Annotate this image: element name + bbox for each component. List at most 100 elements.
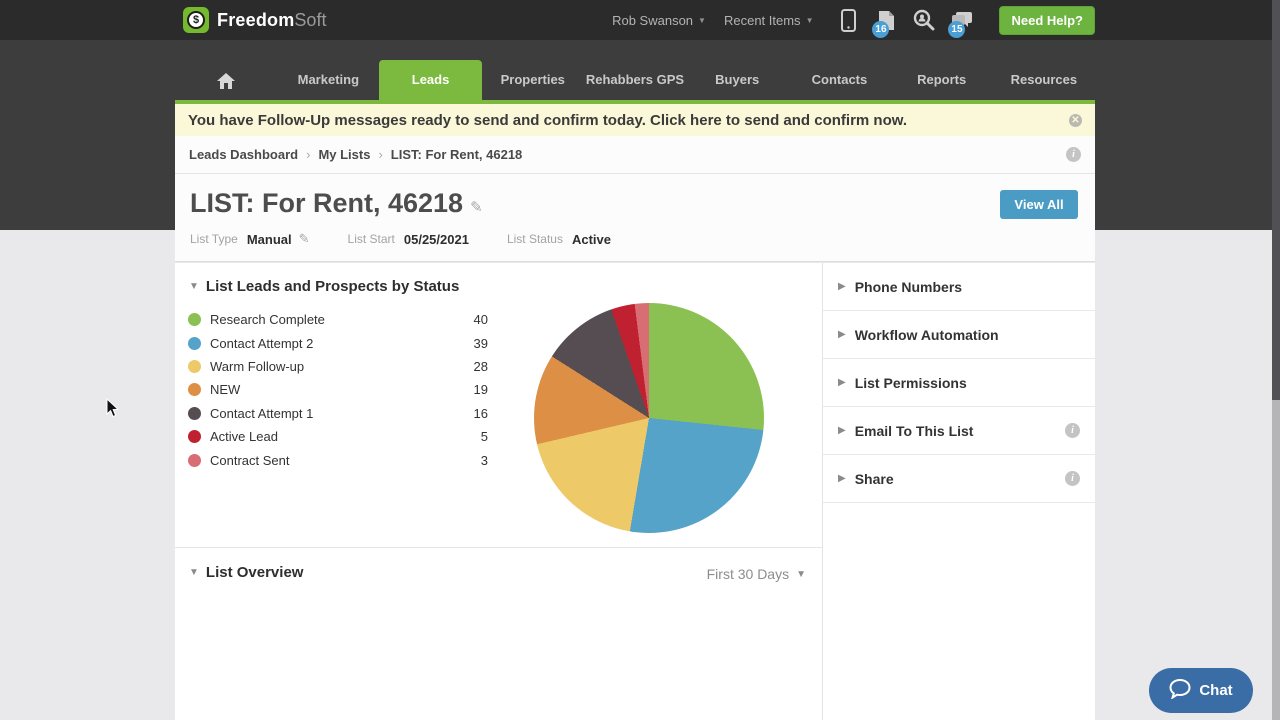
- nav-leads[interactable]: Leads: [379, 60, 482, 100]
- legend-value: 28: [473, 358, 488, 374]
- chevron-right-icon: ▶: [838, 377, 846, 388]
- legend-label: Research Complete: [210, 312, 325, 328]
- top-header-bar: $ FreedomSoft Rob Swanson ▼ Recent Items…: [0, 0, 1280, 40]
- legend-row[interactable]: Warm Follow-up 28: [188, 355, 488, 378]
- list-status-label: List Status: [506, 232, 563, 246]
- legend-value: 39: [473, 335, 488, 351]
- nav-accent-line: [175, 100, 1095, 104]
- page-title: LIST: For Rent, 46218 ✎: [190, 188, 483, 219]
- status-section-header[interactable]: ▼ List Leads and Prospects by Status: [189, 278, 459, 295]
- brand-name: FreedomSoft: [217, 10, 326, 31]
- logo-dollar-glyph: $: [187, 11, 205, 29]
- overview-range-dropdown[interactable]: First 30 Days ▼: [707, 566, 806, 582]
- chat-button-label: Chat: [1199, 682, 1233, 699]
- breadcrumb-leads-dashboard[interactable]: Leads Dashboard: [189, 147, 299, 162]
- info-icon[interactable]: i: [1065, 471, 1080, 486]
- nav-properties[interactable]: Properties: [500, 72, 565, 87]
- legend-value: 19: [473, 382, 488, 398]
- legend-row[interactable]: Contact Attempt 1 16: [188, 402, 488, 425]
- scrollbar-thumb[interactable]: [1272, 0, 1280, 400]
- edit-list-type-pencil-icon[interactable]: ✎: [298, 231, 310, 246]
- list-tools-sidebar: ▶ Phone Numbers ▶ Workflow Automation ▶ …: [822, 263, 1095, 720]
- brand-name-bold: Freedom: [217, 9, 295, 30]
- overview-section-title: List Overview: [205, 564, 304, 581]
- brand-logo[interactable]: $ FreedomSoft: [175, 7, 326, 33]
- breadcrumb-my-lists[interactable]: My Lists: [318, 147, 371, 162]
- banner-close-icon[interactable]: ✕: [1069, 113, 1082, 127]
- legend-label: Contact Attempt 2: [210, 335, 314, 351]
- legend-dot-warm-follow-up: [188, 359, 201, 373]
- chevron-right-icon: ▶: [838, 329, 846, 340]
- need-help-button[interactable]: Need Help?: [999, 5, 1095, 35]
- freedomsoft-logo-icon: $: [183, 7, 209, 33]
- breadcrumb-info-icon[interactable]: i: [1066, 147, 1081, 162]
- legend-row[interactable]: Active Lead 5: [188, 425, 488, 448]
- nav-rehabbers-gps[interactable]: Rehabbers GPS: [585, 72, 685, 87]
- legend-row[interactable]: NEW 19: [188, 378, 488, 401]
- sidebar-item-workflow-automation[interactable]: ▶ Workflow Automation: [823, 311, 1095, 359]
- nav-resources[interactable]: Resources: [1010, 72, 1078, 87]
- main-panel: ▼ List Leads and Prospects by Status Res…: [175, 263, 1095, 720]
- home-icon: [217, 60, 236, 100]
- sidebar-item-label: Workflow Automation: [854, 326, 999, 343]
- sidebar-item-label: Share: [854, 470, 894, 487]
- sidebar-item-label: Phone Numbers: [854, 278, 963, 295]
- info-icon[interactable]: i: [1065, 423, 1080, 438]
- user-menu-label: Rob Swanson: [612, 12, 694, 28]
- status-section: ▼ List Leads and Prospects by Status Res…: [175, 263, 822, 548]
- view-all-button[interactable]: View All: [1000, 190, 1078, 219]
- legend-row[interactable]: Contact Attempt 2 39: [188, 331, 488, 354]
- edit-title-pencil-icon[interactable]: ✎: [470, 199, 483, 216]
- overview-section: ▼ List Overview First 30 Days ▼: [175, 549, 822, 720]
- brand-name-light: Soft: [294, 9, 327, 30]
- search-contacts-icon[interactable]: [913, 8, 935, 32]
- page-title-text: LIST: For Rent, 46218: [190, 188, 464, 218]
- chevron-right-icon: ▶: [838, 425, 846, 436]
- chat-button[interactable]: Chat: [1149, 668, 1253, 713]
- nav-home[interactable]: [175, 60, 277, 100]
- followup-banner-message[interactable]: You have Follow-Up messages ready to sen…: [188, 111, 908, 129]
- nav-marketing[interactable]: Marketing: [297, 72, 360, 87]
- legend-label: NEW: [210, 382, 241, 398]
- status-pie-chart[interactable]: [534, 303, 764, 533]
- documents-icon[interactable]: 16: [872, 8, 897, 38]
- chevron-down-icon: ▼: [805, 15, 814, 25]
- status-section-title: List Leads and Prospects by Status: [205, 278, 460, 295]
- list-header-panel: LIST: For Rent, 46218 ✎ View All List Typ…: [175, 174, 1095, 262]
- collapse-triangle-icon: ▼: [189, 281, 199, 292]
- legend-label: Contract Sent: [210, 452, 290, 468]
- user-menu[interactable]: Rob Swanson ▼: [612, 13, 706, 28]
- legend-row[interactable]: Research Complete 40: [188, 308, 488, 331]
- recent-items-menu[interactable]: Recent Items ▼: [724, 13, 814, 28]
- documents-badge: 16: [872, 21, 890, 38]
- breadcrumb-current-list: LIST: For Rent, 46218: [390, 147, 523, 162]
- chevron-down-icon: ▼: [796, 568, 806, 580]
- nav-buyers[interactable]: Buyers: [715, 72, 760, 87]
- sidebar-item-share[interactable]: ▶ Share i: [823, 455, 1095, 503]
- nav-reports[interactable]: Reports: [917, 72, 967, 87]
- sidebar-item-label: List Permissions: [854, 374, 967, 391]
- messages-badge: 15: [948, 21, 966, 38]
- sidebar-item-email-to-this-list[interactable]: ▶ Email To This List i: [823, 407, 1095, 455]
- breadcrumb-separator: ›: [378, 147, 383, 162]
- mobile-phone-icon[interactable]: [837, 8, 859, 32]
- legend-value: 16: [473, 405, 488, 421]
- chevron-down-icon: ▼: [698, 15, 706, 25]
- scrollbar-track[interactable]: [1272, 400, 1280, 720]
- legend-value: 5: [480, 429, 488, 445]
- sidebar-item-list-permissions[interactable]: ▶ List Permissions: [823, 359, 1095, 407]
- main-nav: Marketing Leads Properties Rehabbers GPS…: [175, 60, 1095, 100]
- nav-contacts[interactable]: Contacts: [811, 72, 868, 87]
- messages-icon[interactable]: 15: [948, 8, 973, 38]
- overview-section-header[interactable]: ▼ List Overview: [189, 564, 303, 581]
- breadcrumb: Leads Dashboard › My Lists › LIST: For R…: [175, 136, 1095, 174]
- sidebar-item-phone-numbers[interactable]: ▶ Phone Numbers: [823, 263, 1095, 311]
- list-status-value: Active: [571, 231, 612, 247]
- legend-row[interactable]: Contract Sent 3: [188, 448, 488, 471]
- list-start-value: 05/25/2021: [403, 231, 469, 247]
- legend-label: Active Lead: [210, 429, 278, 445]
- legend-dot-contract-sent: [188, 453, 201, 467]
- legend-dot-research-complete: [188, 313, 201, 327]
- chat-bubble-icon: [1169, 678, 1191, 702]
- legend-dot-contact-attempt-1: [188, 406, 201, 420]
